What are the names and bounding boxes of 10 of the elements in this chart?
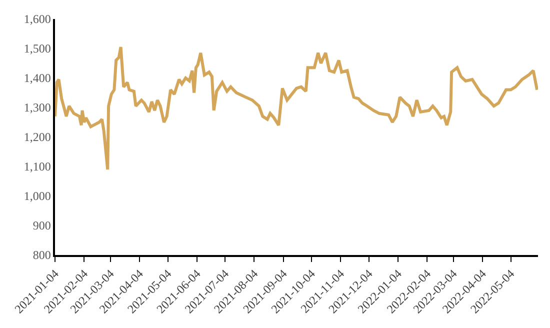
y-tick-label: 1,400	[24, 71, 51, 86]
y-tick-label: 1,200	[24, 130, 51, 144]
y-tick-label: 1,600	[24, 12, 51, 26]
y-tick-label: 1,300	[24, 100, 51, 115]
y-tick-label: 800	[32, 248, 51, 262]
y-tick-label: 1,500	[24, 42, 51, 56]
line-series	[55, 46, 538, 171]
y-tick-label: 1,100	[24, 160, 51, 174]
y-tick-label: 1,000	[24, 189, 51, 204]
y-tick-label: 900	[32, 218, 51, 233]
